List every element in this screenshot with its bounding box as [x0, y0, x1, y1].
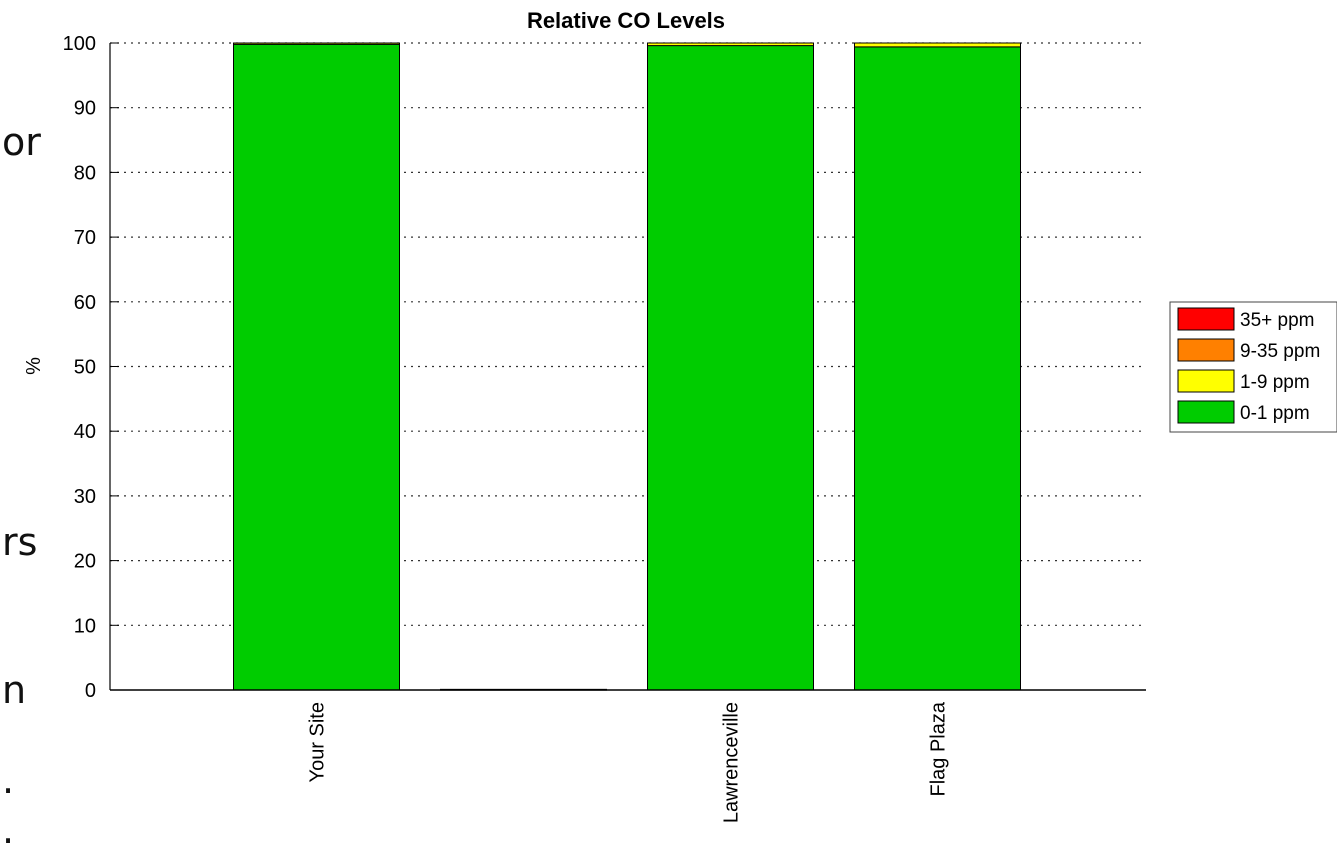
y-tick-label: 60	[74, 292, 96, 314]
x-tick-label: Your Site	[307, 702, 329, 782]
side-text-fragment: rs	[2, 520, 38, 564]
bar-segment-1-9-ppm	[233, 42, 400, 45]
x-tick-label: Lawrenceville	[721, 702, 743, 823]
legend-swatch	[1177, 307, 1235, 331]
chart-title: Relative CO Levels	[527, 8, 725, 33]
side-text-fragment: .	[2, 808, 15, 852]
y-tick-label: 80	[74, 162, 96, 184]
bar-segment-0-1-ppm	[854, 46, 1021, 691]
y-axis-label: %	[23, 357, 45, 375]
legend-swatch	[1177, 338, 1235, 362]
side-text-fragment: n	[2, 668, 27, 712]
x-tick-label: Flag Plaza	[928, 701, 950, 796]
y-tick-label: 90	[74, 98, 96, 120]
y-tick-label: 20	[74, 551, 96, 573]
legend-label: 35+ ppm	[1240, 310, 1314, 331]
y-tick-label: 70	[74, 227, 96, 249]
legend-swatch	[1177, 369, 1235, 393]
bar-segment-1-9-ppm	[647, 42, 814, 47]
legend-label: 9-35 ppm	[1240, 341, 1320, 362]
y-tick-label: 100	[63, 33, 96, 55]
legend-swatch	[1177, 400, 1235, 424]
legend-label: 1-9 ppm	[1240, 372, 1310, 393]
side-text-fragment: or	[2, 120, 41, 164]
bar-segment-1-9-ppm	[854, 42, 1021, 48]
bar-segment-0-1-ppm	[233, 43, 400, 691]
y-tick-label: 0	[85, 680, 96, 702]
y-tick-label: 50	[74, 357, 96, 379]
side-text-fragment: .	[2, 758, 15, 802]
y-tick-label: 40	[74, 421, 96, 443]
legend-label: 0-1 ppm	[1240, 403, 1310, 424]
y-tick-label: 10	[74, 615, 96, 637]
y-tick-label: 30	[74, 486, 96, 508]
bar-segment-0-1-ppm	[647, 45, 814, 691]
